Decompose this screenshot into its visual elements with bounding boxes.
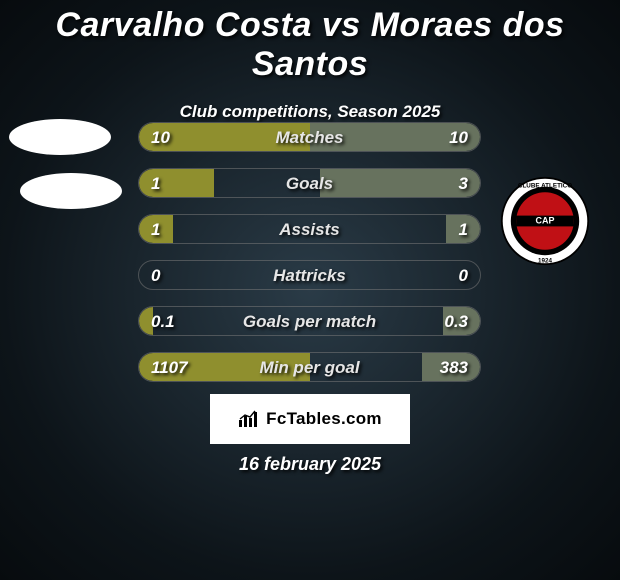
stat-label: Matches — [139, 123, 480, 152]
right-club-badge: CLUBE ATLETICO 1924 CAP — [500, 176, 590, 266]
stat-row: Goals per match0.1 0.3 — [138, 306, 481, 336]
stat-label: Hattricks — [139, 261, 480, 290]
left-player-logo — [9, 119, 111, 171]
stat-label: Assists — [139, 215, 480, 244]
stat-row: Matches10 10 — [138, 122, 481, 152]
bar-chart-icon — [238, 410, 260, 428]
player-badge-ellipse — [9, 119, 111, 155]
left-player-logo-2 — [20, 173, 122, 225]
stat-value-left: 0 — [151, 261, 160, 290]
date-label: 16 february 2025 — [0, 454, 620, 475]
stat-row: Hattricks0 0 — [138, 260, 481, 290]
comparison-chart: Matches1010Goals13Assists11Hattricks00Go… — [138, 122, 481, 398]
stat-value-right: 0.3 — [444, 307, 468, 336]
fctables-watermark: FcTables.com — [210, 394, 410, 444]
fctables-label: FcTables.com — [266, 409, 382, 429]
stat-row: Assists1 1 — [138, 214, 481, 244]
stat-row: Goals1 3 — [138, 168, 481, 198]
page-title: Carvalho Costa vs Moraes dos Santos — [0, 0, 620, 84]
svg-text:CLUBE ATLETICO: CLUBE ATLETICO — [518, 183, 572, 190]
club-badge-icon: CLUBE ATLETICO 1924 CAP — [500, 176, 590, 266]
stat-label: Min per goal — [139, 353, 480, 382]
stat-value-right: 1 — [459, 215, 468, 244]
stat-value-left: 0.1 — [151, 307, 175, 336]
stat-value-left: 10 — [151, 123, 170, 152]
stat-value-left: 1 — [151, 215, 160, 244]
stat-label: Goals per match — [139, 307, 480, 336]
stat-label: Goals — [139, 169, 480, 198]
stat-value-left: 1 — [151, 169, 160, 198]
stat-value-left: 1107 — [151, 353, 188, 382]
svg-text:CAP: CAP — [535, 216, 554, 226]
player-badge-ellipse — [20, 173, 122, 209]
stat-value-right: 0 — [459, 261, 468, 290]
stat-value-right: 10 — [449, 123, 468, 152]
svg-text:1924: 1924 — [538, 257, 553, 264]
stat-row: Min per goal1107 383 — [138, 352, 481, 382]
stat-value-right: 383 — [440, 353, 468, 382]
stat-value-right: 3 — [459, 169, 468, 198]
